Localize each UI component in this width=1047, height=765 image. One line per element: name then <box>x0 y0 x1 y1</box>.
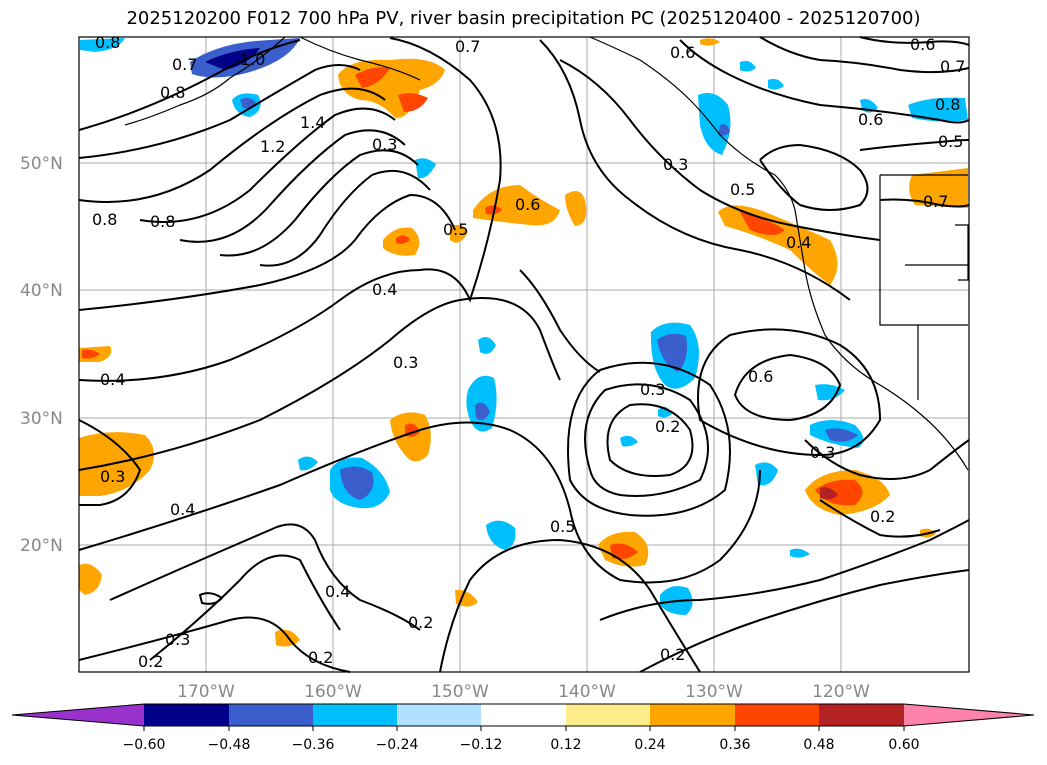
contour-label: 0.4 <box>325 582 350 601</box>
contour-label: 0.3 <box>165 630 190 649</box>
longitude-labels: 170°W 160°W 150°W 140°W 130°W 120°W <box>177 682 870 702</box>
contour-label: 0.8 <box>935 95 960 114</box>
colorbar-segment <box>566 704 650 726</box>
colorbar-tick-label: 0.12 <box>550 737 581 753</box>
contour-label: 0.8 <box>95 33 120 52</box>
contour-label: 0.2 <box>138 652 163 671</box>
lon-label: 170°W <box>177 682 235 702</box>
contour-label: 0.4 <box>170 500 195 519</box>
contour-label: 0.7 <box>940 57 965 76</box>
contour-label: 0.3 <box>640 380 665 399</box>
contour-label: 0.5 <box>550 517 575 536</box>
lon-label: 160°W <box>304 682 362 702</box>
contour-label: 0.3 <box>663 155 688 174</box>
contour-label: 1.2 <box>260 137 285 156</box>
contour-label: 0.4 <box>100 370 125 389</box>
colorbar-tick-label: −0.12 <box>460 737 503 753</box>
lat-label: 50°N <box>20 154 63 174</box>
contour-label: 0.3 <box>393 353 418 372</box>
plot-frame <box>78 36 970 673</box>
coastlines <box>124 36 969 471</box>
contour-labels: 0.8 0.7 1.0 0.8 1.4 1.2 0.3 0.7 0.6 0.6 … <box>92 33 965 671</box>
contour-label: 0.3 <box>372 135 397 154</box>
lat-label: 30°N <box>20 409 63 429</box>
map-title: 2025120200 F012 700 hPa PV, river basin … <box>126 8 921 29</box>
colorbar-tick-label: −0.24 <box>376 737 419 753</box>
contour-label: 0.6 <box>670 43 695 62</box>
colorbar-tick-label: 0.48 <box>803 737 834 753</box>
lon-label: 150°W <box>431 682 489 702</box>
contour-label: 0.6 <box>748 367 773 386</box>
contour-label: 0.7 <box>455 37 480 56</box>
colorbar-tick-label: 0.24 <box>634 737 665 753</box>
lat-label: 20°N <box>20 536 63 556</box>
contour-label: 0.5 <box>730 180 755 199</box>
colorbar-segment <box>229 704 313 726</box>
contour-label: 0.2 <box>870 507 895 526</box>
contour-label: 0.2 <box>655 417 680 436</box>
contour-label: 1.4 <box>300 113 325 132</box>
colorbar-tick-label: −0.60 <box>123 737 166 753</box>
contour-label: 0.5 <box>938 132 963 151</box>
colorbar: −0.60 −0.48 −0.36 −0.24 −0.12 0.12 0.24 … <box>11 703 1035 753</box>
colorbar-extend-high <box>904 704 1034 726</box>
colorbar-tick-label: 0.60 <box>888 737 919 753</box>
contour-label: 0.4 <box>372 280 397 299</box>
contour-label: 0.3 <box>100 467 125 486</box>
contour-label: 0.6 <box>515 195 540 214</box>
colorbar-extend-low <box>12 704 144 726</box>
pv-contours <box>78 36 970 673</box>
precip-fill-layer <box>79 38 968 647</box>
contour-label: 0.7 <box>172 55 197 74</box>
lat-label: 40°N <box>20 281 63 301</box>
colorbar-segment <box>819 704 904 726</box>
colorbar-segment <box>735 704 819 726</box>
contour-label: 0.3 <box>810 443 835 462</box>
lon-label: 140°W <box>558 682 616 702</box>
contour-label: 0.2 <box>660 645 685 664</box>
contour-label: 0.8 <box>150 212 175 231</box>
colorbar-segment <box>397 704 481 726</box>
contour-label: 1.0 <box>240 50 265 69</box>
contour-label: 0.5 <box>443 220 468 239</box>
colorbar-segment <box>144 704 229 726</box>
contour-label: 0.4 <box>786 233 811 252</box>
colorbar-segment <box>481 704 566 726</box>
latitude-labels: 50°N 40°N 30°N 20°N <box>20 154 63 556</box>
contour-label: 0.8 <box>160 83 185 102</box>
contour-label: 0.2 <box>408 613 433 632</box>
contour-label: 0.6 <box>910 35 935 54</box>
lon-label: 120°W <box>812 682 870 702</box>
colorbar-tick-label: 0.36 <box>719 737 750 753</box>
colorbar-segment <box>650 704 735 726</box>
lon-label: 130°W <box>685 682 743 702</box>
colorbar-tick-label: −0.36 <box>292 737 335 753</box>
contour-label: 0.8 <box>92 210 117 229</box>
contour-label: 0.2 <box>308 648 333 667</box>
plot-area <box>79 37 969 672</box>
colorbar-tick-label: −0.48 <box>208 737 251 753</box>
colorbar-segment <box>313 704 397 726</box>
contour-label: 0.6 <box>858 110 883 129</box>
contour-label: 0.7 <box>923 192 948 211</box>
